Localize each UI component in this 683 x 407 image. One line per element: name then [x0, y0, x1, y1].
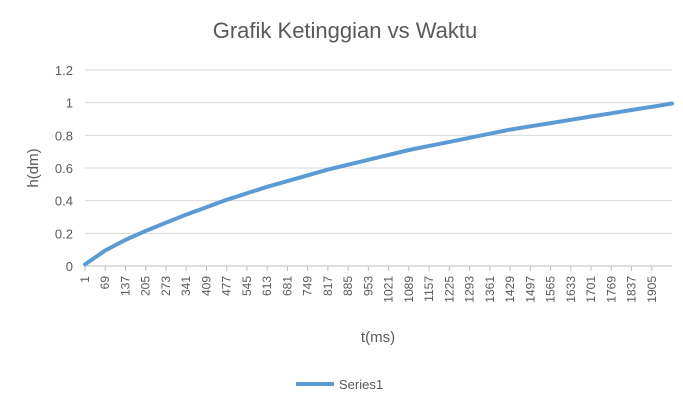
- x-tick-label: 341: [179, 276, 193, 296]
- x-tick-label: 1565: [544, 276, 558, 303]
- x-tick-label: 1497: [523, 276, 537, 303]
- x-tick-label: 205: [139, 276, 153, 296]
- x-tick-label: 817: [321, 276, 335, 296]
- x-tick-label: 1905: [645, 276, 659, 303]
- x-tick-label: 1361: [483, 276, 497, 303]
- x-tick-label: 1021: [382, 276, 396, 303]
- x-tick-label: 1293: [463, 276, 477, 303]
- x-tick-label: 545: [240, 276, 254, 296]
- y-tick-label: 0.6: [55, 161, 73, 176]
- x-tick-label: 1769: [604, 276, 618, 303]
- x-tick-label: 137: [118, 276, 132, 296]
- x-tick-label: 1089: [402, 276, 416, 303]
- y-tick-label: 0.4: [55, 194, 73, 209]
- series-layer: [83, 101, 674, 267]
- series-line-series1: [83, 101, 674, 267]
- y-tick-label: 0.2: [55, 226, 73, 241]
- x-tick-label: 885: [341, 276, 355, 296]
- x-tick-label: 1225: [442, 276, 456, 303]
- x-tick-label: 477: [220, 276, 234, 296]
- x-tick-label: 953: [361, 276, 375, 296]
- x-tick-label: 1633: [564, 276, 578, 303]
- x-axis-ticks: 1 69 137 205 273 341 409 477 545 613 681 749 817 885 9…: [78, 266, 659, 303]
- x-tick-label: 749: [301, 276, 315, 296]
- x-tick-label: 69: [98, 276, 112, 290]
- y-tick-label: 1.2: [55, 63, 73, 78]
- y-tick-label: 0: [66, 259, 73, 274]
- x-tick-label: 409: [199, 276, 213, 296]
- chart-title: Grafik Ketinggian vs Waktu: [213, 18, 478, 43]
- gridlines: [85, 69, 672, 267]
- x-tick-label: 1429: [503, 276, 517, 303]
- x-tick-label: 273: [159, 276, 173, 296]
- legend: Series1: [296, 377, 383, 392]
- x-axis-label: t(ms): [361, 329, 395, 346]
- x-tick-label: 613: [260, 276, 274, 296]
- y-axis-label: h(dm): [25, 148, 42, 187]
- y-tick-label: 0.8: [55, 128, 73, 143]
- x-tick-label: 1: [78, 276, 92, 283]
- y-tick-label: 1: [66, 96, 73, 111]
- y-axis-ticks: 0 0.2 0.4 0.6 0.8 1 1.2: [55, 63, 73, 274]
- x-tick-label: 681: [280, 276, 294, 296]
- x-tick-label: 1157: [422, 276, 436, 302]
- x-tick-label: 1701: [584, 276, 598, 303]
- legend-label-series1: Series1: [339, 377, 383, 392]
- x-tick-label: 1837: [625, 276, 639, 303]
